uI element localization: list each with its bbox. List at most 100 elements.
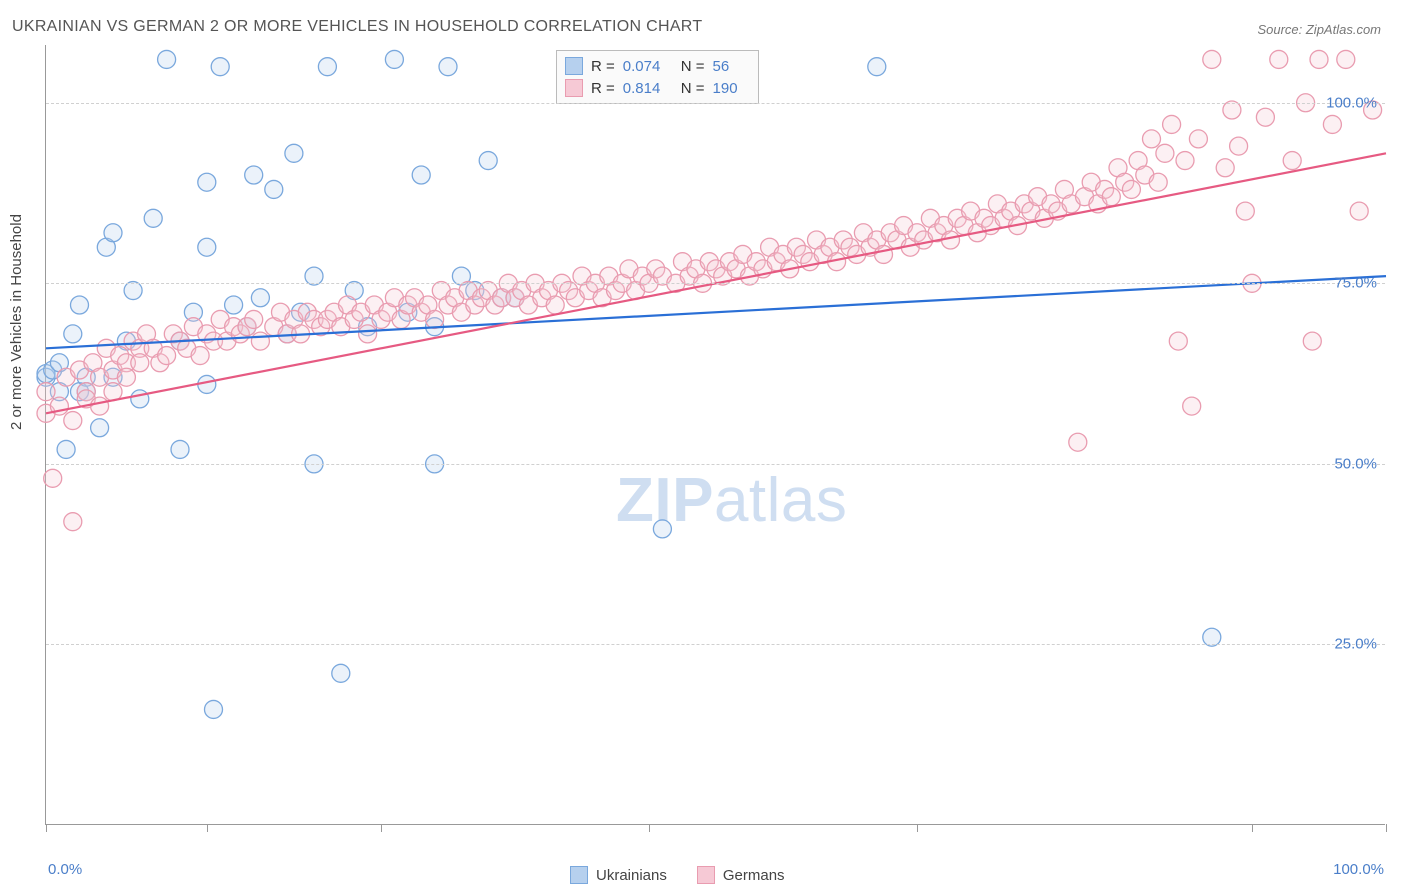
- data-point: [653, 520, 671, 538]
- data-point: [479, 152, 497, 170]
- data-point: [1143, 130, 1161, 148]
- data-point: [57, 440, 75, 458]
- data-point: [1256, 108, 1274, 126]
- data-point: [1149, 173, 1167, 191]
- data-point: [1163, 115, 1181, 133]
- data-point: [225, 296, 243, 314]
- y-tick-label: 75.0%: [1334, 275, 1377, 292]
- data-point: [64, 513, 82, 531]
- data-point: [1310, 50, 1328, 68]
- legend-n-label: N =: [681, 80, 705, 97]
- data-point: [245, 310, 263, 328]
- x-axis-min-label: 0.0%: [48, 861, 82, 878]
- data-point: [1337, 50, 1355, 68]
- legend-label: Ukrainians: [596, 867, 667, 884]
- data-point: [158, 50, 176, 68]
- legend-n-label: N =: [681, 58, 705, 75]
- gridline: [46, 103, 1385, 104]
- x-tick: [381, 824, 382, 832]
- data-point: [1069, 433, 1087, 451]
- data-point: [245, 166, 263, 184]
- chart-title: UKRAINIAN VS GERMAN 2 OR MORE VEHICLES I…: [12, 18, 702, 36]
- data-point: [144, 209, 162, 227]
- data-point: [868, 58, 886, 76]
- data-point: [44, 469, 62, 487]
- data-point: [191, 347, 209, 365]
- legend-item: Germans: [697, 866, 785, 884]
- legend-item: Ukrainians: [570, 866, 667, 884]
- data-point: [1350, 202, 1368, 220]
- data-point: [104, 224, 122, 242]
- y-tick-label: 100.0%: [1326, 94, 1377, 111]
- legend-label: Germans: [723, 867, 785, 884]
- data-point: [439, 58, 457, 76]
- data-point: [251, 289, 269, 307]
- legend-swatch: [570, 866, 588, 884]
- correlation-legend: R =0.074N =56R =0.814N =190: [556, 50, 759, 104]
- data-point: [198, 238, 216, 256]
- y-tick-label: 50.0%: [1334, 455, 1377, 472]
- legend-r-label: R =: [591, 80, 615, 97]
- data-point: [1230, 137, 1248, 155]
- data-point: [359, 325, 377, 343]
- data-point: [265, 180, 283, 198]
- data-point: [1236, 202, 1254, 220]
- x-axis-max-label: 100.0%: [1333, 861, 1384, 878]
- legend-n-value: 190: [713, 80, 748, 97]
- data-point: [117, 368, 135, 386]
- data-point: [1189, 130, 1207, 148]
- x-tick: [649, 824, 650, 832]
- data-point: [875, 245, 893, 263]
- data-point: [37, 383, 55, 401]
- data-point: [64, 325, 82, 343]
- legend-r-value: 0.074: [623, 58, 673, 75]
- gridline: [46, 464, 1385, 465]
- data-point: [158, 347, 176, 365]
- data-point: [385, 50, 403, 68]
- data-point: [332, 664, 350, 682]
- source-label: Source: ZipAtlas.com: [1257, 22, 1381, 37]
- data-point: [91, 397, 109, 415]
- legend-swatch: [565, 57, 583, 75]
- x-tick: [207, 824, 208, 832]
- gridline: [46, 644, 1385, 645]
- data-point: [285, 144, 303, 162]
- data-point: [1216, 159, 1234, 177]
- data-point: [318, 58, 336, 76]
- legend-row: R = 0.814 N = 190: [565, 77, 748, 99]
- data-point: [546, 296, 564, 314]
- legend-swatch: [697, 866, 715, 884]
- data-point: [412, 166, 430, 184]
- legend-r-value: 0.814: [623, 80, 673, 97]
- series-legend: Ukrainians Germans: [570, 866, 785, 884]
- data-point: [1183, 397, 1201, 415]
- data-point: [1176, 152, 1194, 170]
- y-tick-label: 25.0%: [1334, 636, 1377, 653]
- data-point: [91, 419, 109, 437]
- data-point: [1156, 144, 1174, 162]
- data-point: [1102, 188, 1120, 206]
- x-tick: [1252, 824, 1253, 832]
- gridline: [46, 283, 1385, 284]
- chart-plot-area: ZIPatlas R =0.074N =56R =0.814N =190 25.…: [45, 45, 1385, 825]
- legend-r-label: R =: [591, 58, 615, 75]
- data-point: [211, 58, 229, 76]
- data-point: [1122, 180, 1140, 198]
- data-point: [71, 296, 89, 314]
- x-tick: [917, 824, 918, 832]
- data-point: [1323, 115, 1341, 133]
- data-point: [251, 332, 269, 350]
- legend-row: R =0.074N =56: [565, 55, 748, 77]
- data-point: [1169, 332, 1187, 350]
- data-point: [131, 354, 149, 372]
- data-point: [1203, 50, 1221, 68]
- data-point: [198, 173, 216, 191]
- x-tick: [46, 824, 47, 832]
- data-point: [426, 310, 444, 328]
- data-point: [104, 383, 122, 401]
- data-point: [131, 390, 149, 408]
- data-point: [205, 700, 223, 718]
- data-point: [1270, 50, 1288, 68]
- data-point: [171, 440, 189, 458]
- data-point: [64, 412, 82, 430]
